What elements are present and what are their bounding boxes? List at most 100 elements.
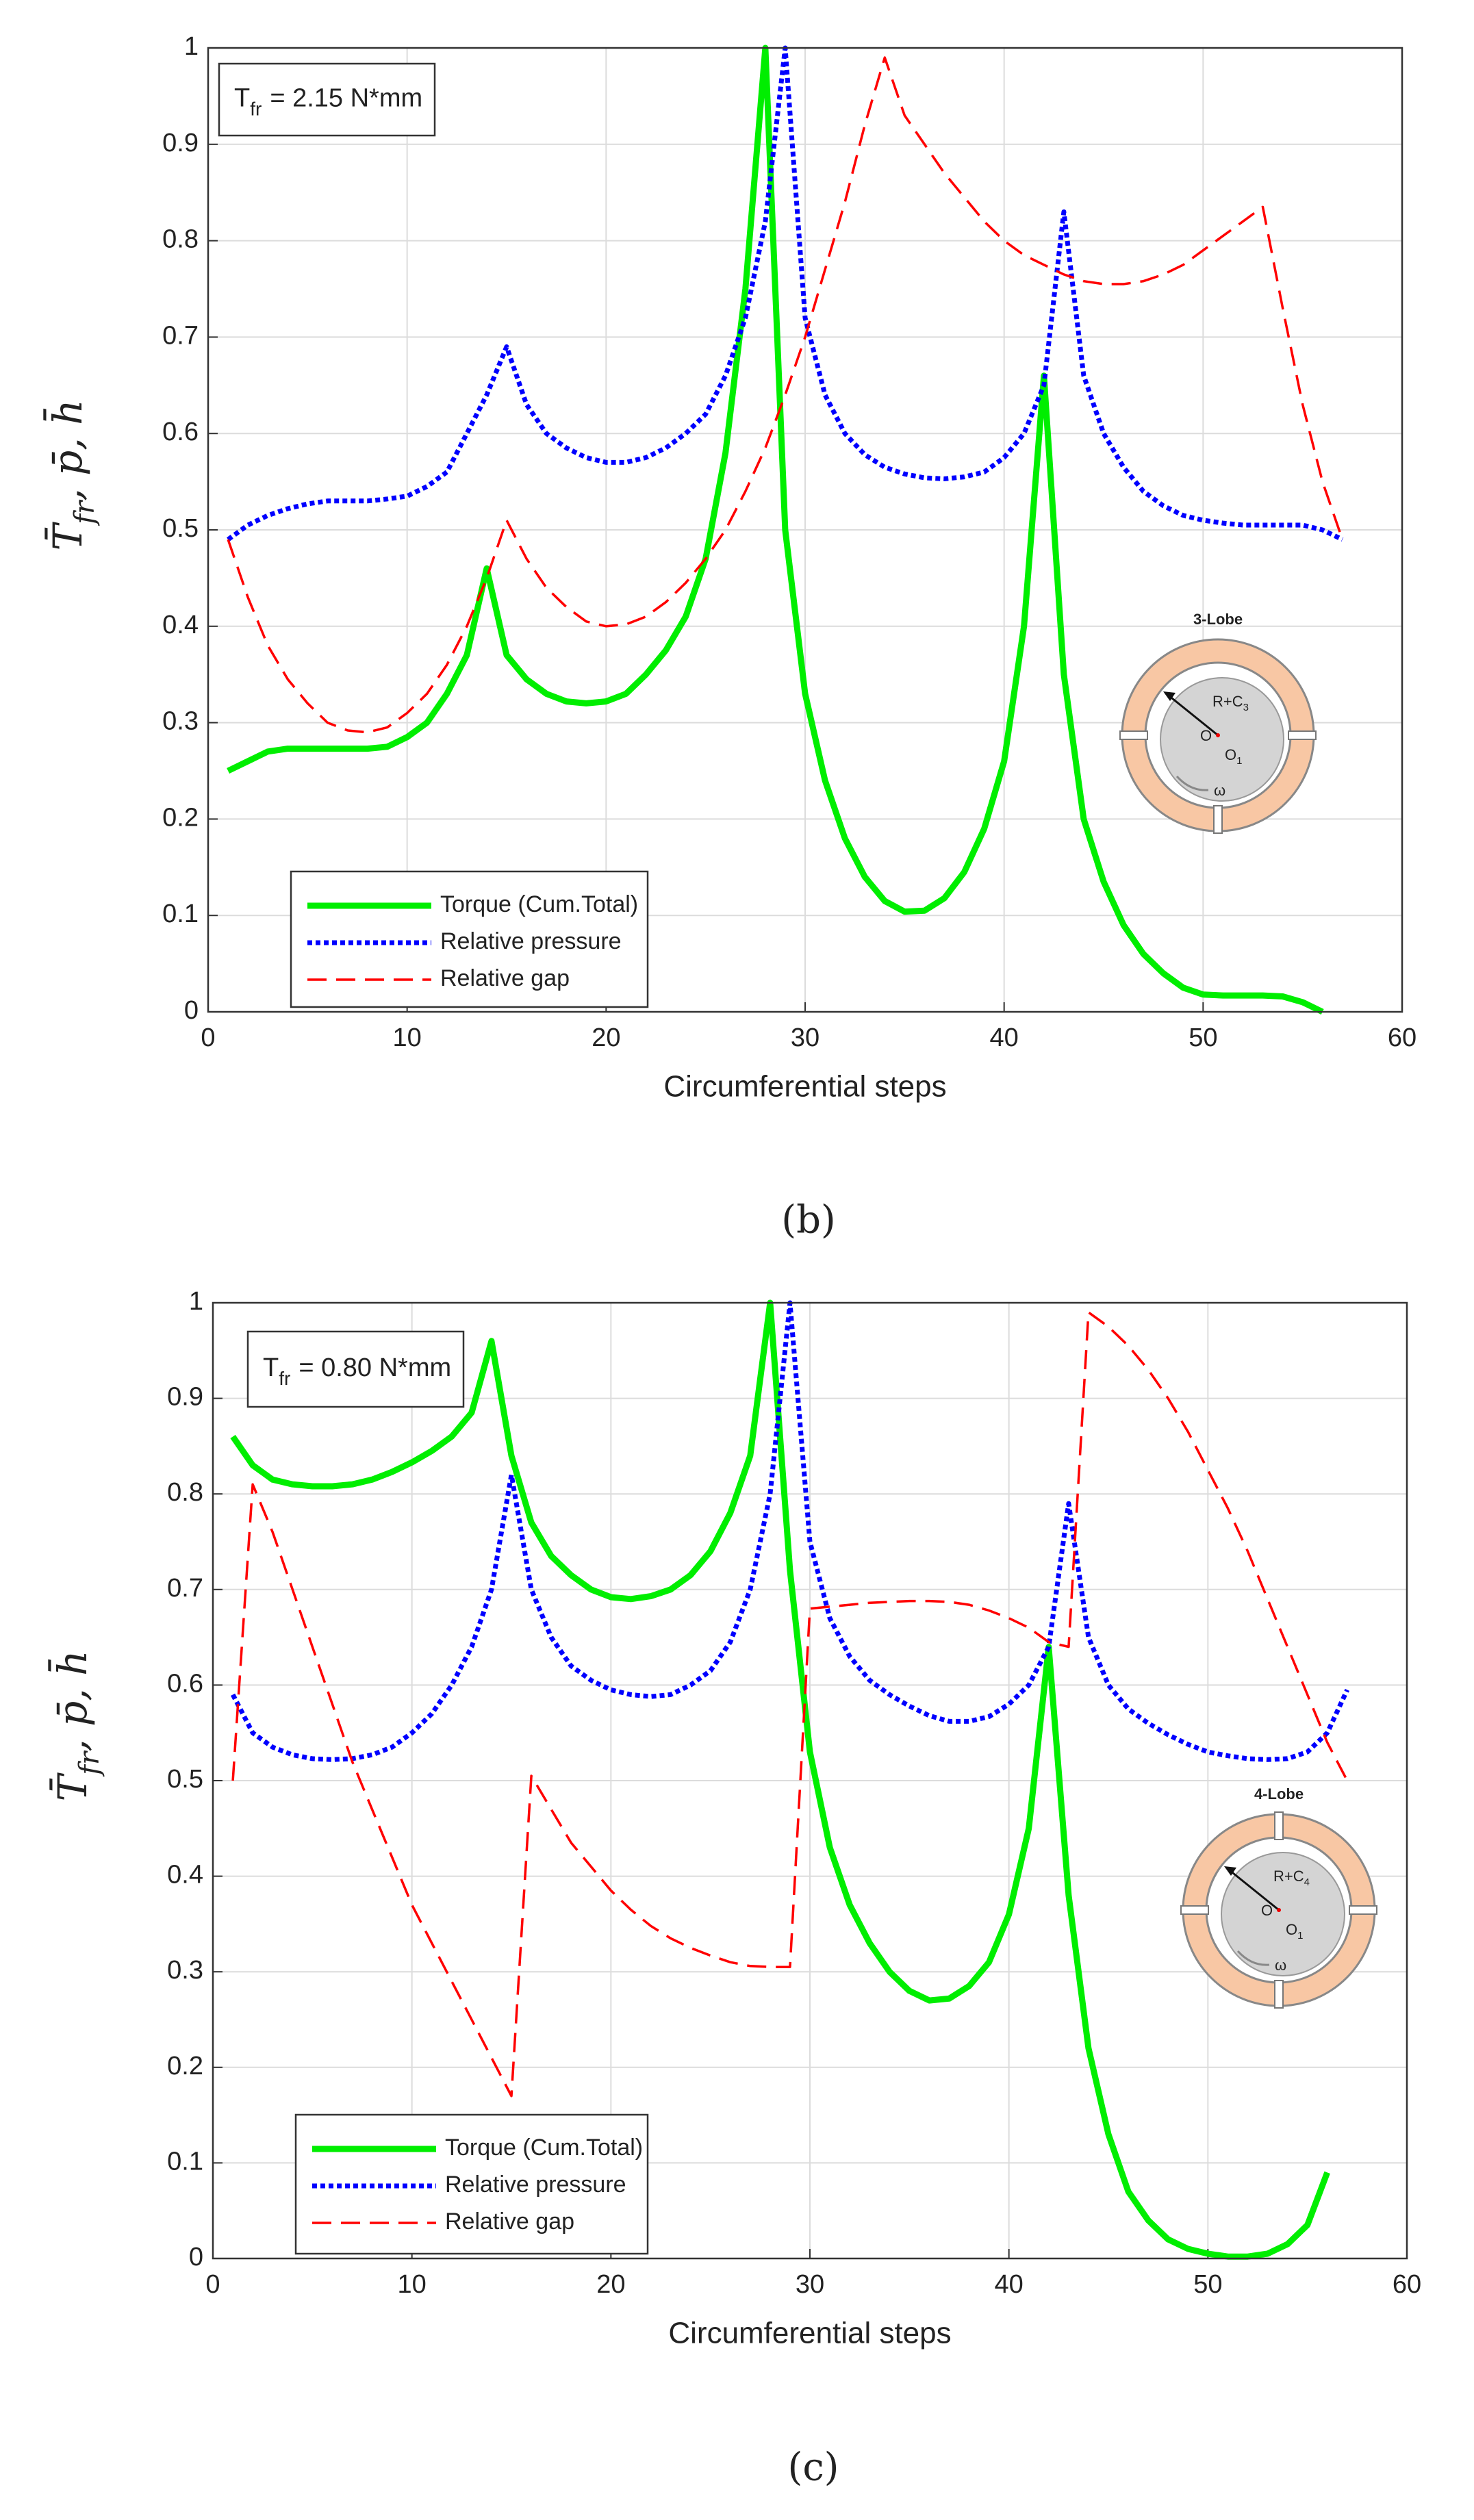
y-tick-label: 0.4 [167,1861,203,1889]
offset-label: O1 [1225,746,1242,767]
groove [1213,805,1223,834]
y-tick-label: 0.2 [167,2052,203,2080]
offset-label-text: O [1286,1921,1297,1938]
y-tick-label: 0.5 [162,514,199,543]
shaft [1160,677,1284,802]
y-tick-label: 0.3 [167,1956,203,1985]
radius-label: R+C3 [1212,693,1249,714]
radius-arrow [1229,1869,1280,1911]
legend-label: Relative gap [445,2209,574,2235]
groove [1274,1980,1284,2009]
radius-label: R+C4 [1273,1868,1310,1889]
x-tick-label: 50 [1193,2270,1222,2299]
y-tick-label: 0.8 [167,1478,203,1507]
x-tick-label: 10 [393,1023,422,1052]
y-tick-label: 0.6 [167,1669,203,1698]
y-tick-label: 1 [184,32,199,61]
series-line [227,44,1324,1015]
offset-label-sub: 1 [1297,1930,1303,1942]
radius-label-sub: 4 [1304,1876,1310,1888]
x-tick-label: 50 [1189,1023,1217,1052]
x-tick-label: 30 [796,2270,824,2299]
y-tick-label: 0.9 [167,1383,203,1412]
annotation-sub: fr [250,98,262,119]
x-tick-label: 30 [791,1023,819,1052]
x-tick-label: 10 [398,2270,427,2299]
x-axis-label: Circumferential steps [663,1070,946,1104]
y-axis-label-part: T̄ [49,1772,96,1801]
y-axis-label-part: T̄ [44,521,91,550]
chart: 0 10 20 30 40 50 60 0 0.1 0.2 0.3 0.4 0.5 0.6 0.7 0.8 0.… [47,1287,1421,2489]
inset-title: 4-Lobe [1254,1785,1304,1803]
series-line [227,56,1344,734]
y-tick-label: 0.8 [162,225,199,254]
series-line [230,1299,1330,2260]
rotation-label: ω [1214,782,1225,799]
shaft [1221,1852,1345,1976]
y-axis-label-sub: fr [69,499,101,526]
offset-label-text: O [1225,746,1236,763]
y-tick-label: 0.4 [162,611,199,639]
y-axis-label-part: , p̄, h̄ [42,400,91,501]
annotation: Tfr = 2.15 N*mm [234,84,422,120]
annotation-symbol: T [263,1353,279,1382]
annotation-box [246,1330,465,1408]
annotation-text: = 2.15 N*mm [270,84,422,113]
legend-label: Relative pressure [440,928,622,954]
y-tick-label: 0.7 [167,1574,203,1603]
radius-label-text: R+C [1212,693,1243,710]
radius-label-text: R+C [1273,1868,1304,1885]
arrow-head [1163,691,1176,701]
y-tick-label: 0.7 [162,321,199,350]
y-tick-label: 0.6 [162,418,199,446]
x-tick-label: 40 [990,1023,1019,1052]
legend-box [290,870,649,1008]
y-axis-label: T̄fr, p̄, h̄ [47,1651,105,1802]
y-axis-label-sub: fr [74,1750,105,1777]
y-tick-label: 0.5 [167,1765,203,1794]
groove [1288,730,1317,740]
y-tick-label: 0.1 [167,2147,203,2176]
y-tick-label: 0.1 [162,900,199,928]
y-tick-label: 0 [184,996,199,1025]
y-tick-label: 0.2 [162,803,199,832]
groove [1349,1905,1377,1915]
radius-arrow [1168,694,1219,737]
center-dot [1216,733,1220,737]
offset-label-sub: 1 [1236,755,1242,767]
y-axis-label: T̄fr, p̄, h̄ [42,400,101,551]
x-axis-label: Circumferential steps [668,2317,951,2350]
groove [1119,730,1148,740]
x-tick-label: 40 [995,2270,1024,2299]
chart: 0 10 20 30 40 50 60 0 0.1 0.2 0.3 0.4 0.5 0.6 0.7 0.8 0.… [42,32,1416,1242]
rotation-arrow [1176,775,1209,791]
x-tick-label: 60 [1388,1023,1416,1052]
x-tick-label: 20 [592,1023,620,1052]
x-tick-label: 0 [205,2270,220,2299]
legend-label: Torque (Cum.Total) [445,2135,643,2161]
rotation-label: ω [1275,1957,1286,1974]
caption: (c) [787,2445,839,2490]
center-label: O [1200,727,1212,744]
plot-frame [207,47,1403,1013]
caption: (b) [781,1198,836,1243]
y-axis-label-part: , p̄, h̄ [47,1651,96,1752]
legend-label: Relative pressure [445,2172,626,2198]
annotation: Tfr = 0.80 N*mm [263,1353,451,1389]
legend-label: Relative gap [440,965,570,991]
series-line [231,1311,1349,2098]
arrow-head [1224,1866,1236,1876]
x-tick-label: 20 [596,2270,625,2299]
rotation-arrow [1236,1950,1270,1966]
annotation-sub: fr [279,1368,290,1389]
radius-label-sub: 3 [1243,702,1249,713]
y-tick-label: 0.9 [162,129,199,157]
y-tick-label: 1 [189,1287,203,1316]
plot-frame [212,1301,1408,2260]
x-tick-label: 60 [1393,2270,1421,2299]
x-tick-label: 0 [201,1023,215,1052]
y-tick-label: 0.3 [162,707,199,736]
legend-label: Torque (Cum.Total) [440,891,638,917]
